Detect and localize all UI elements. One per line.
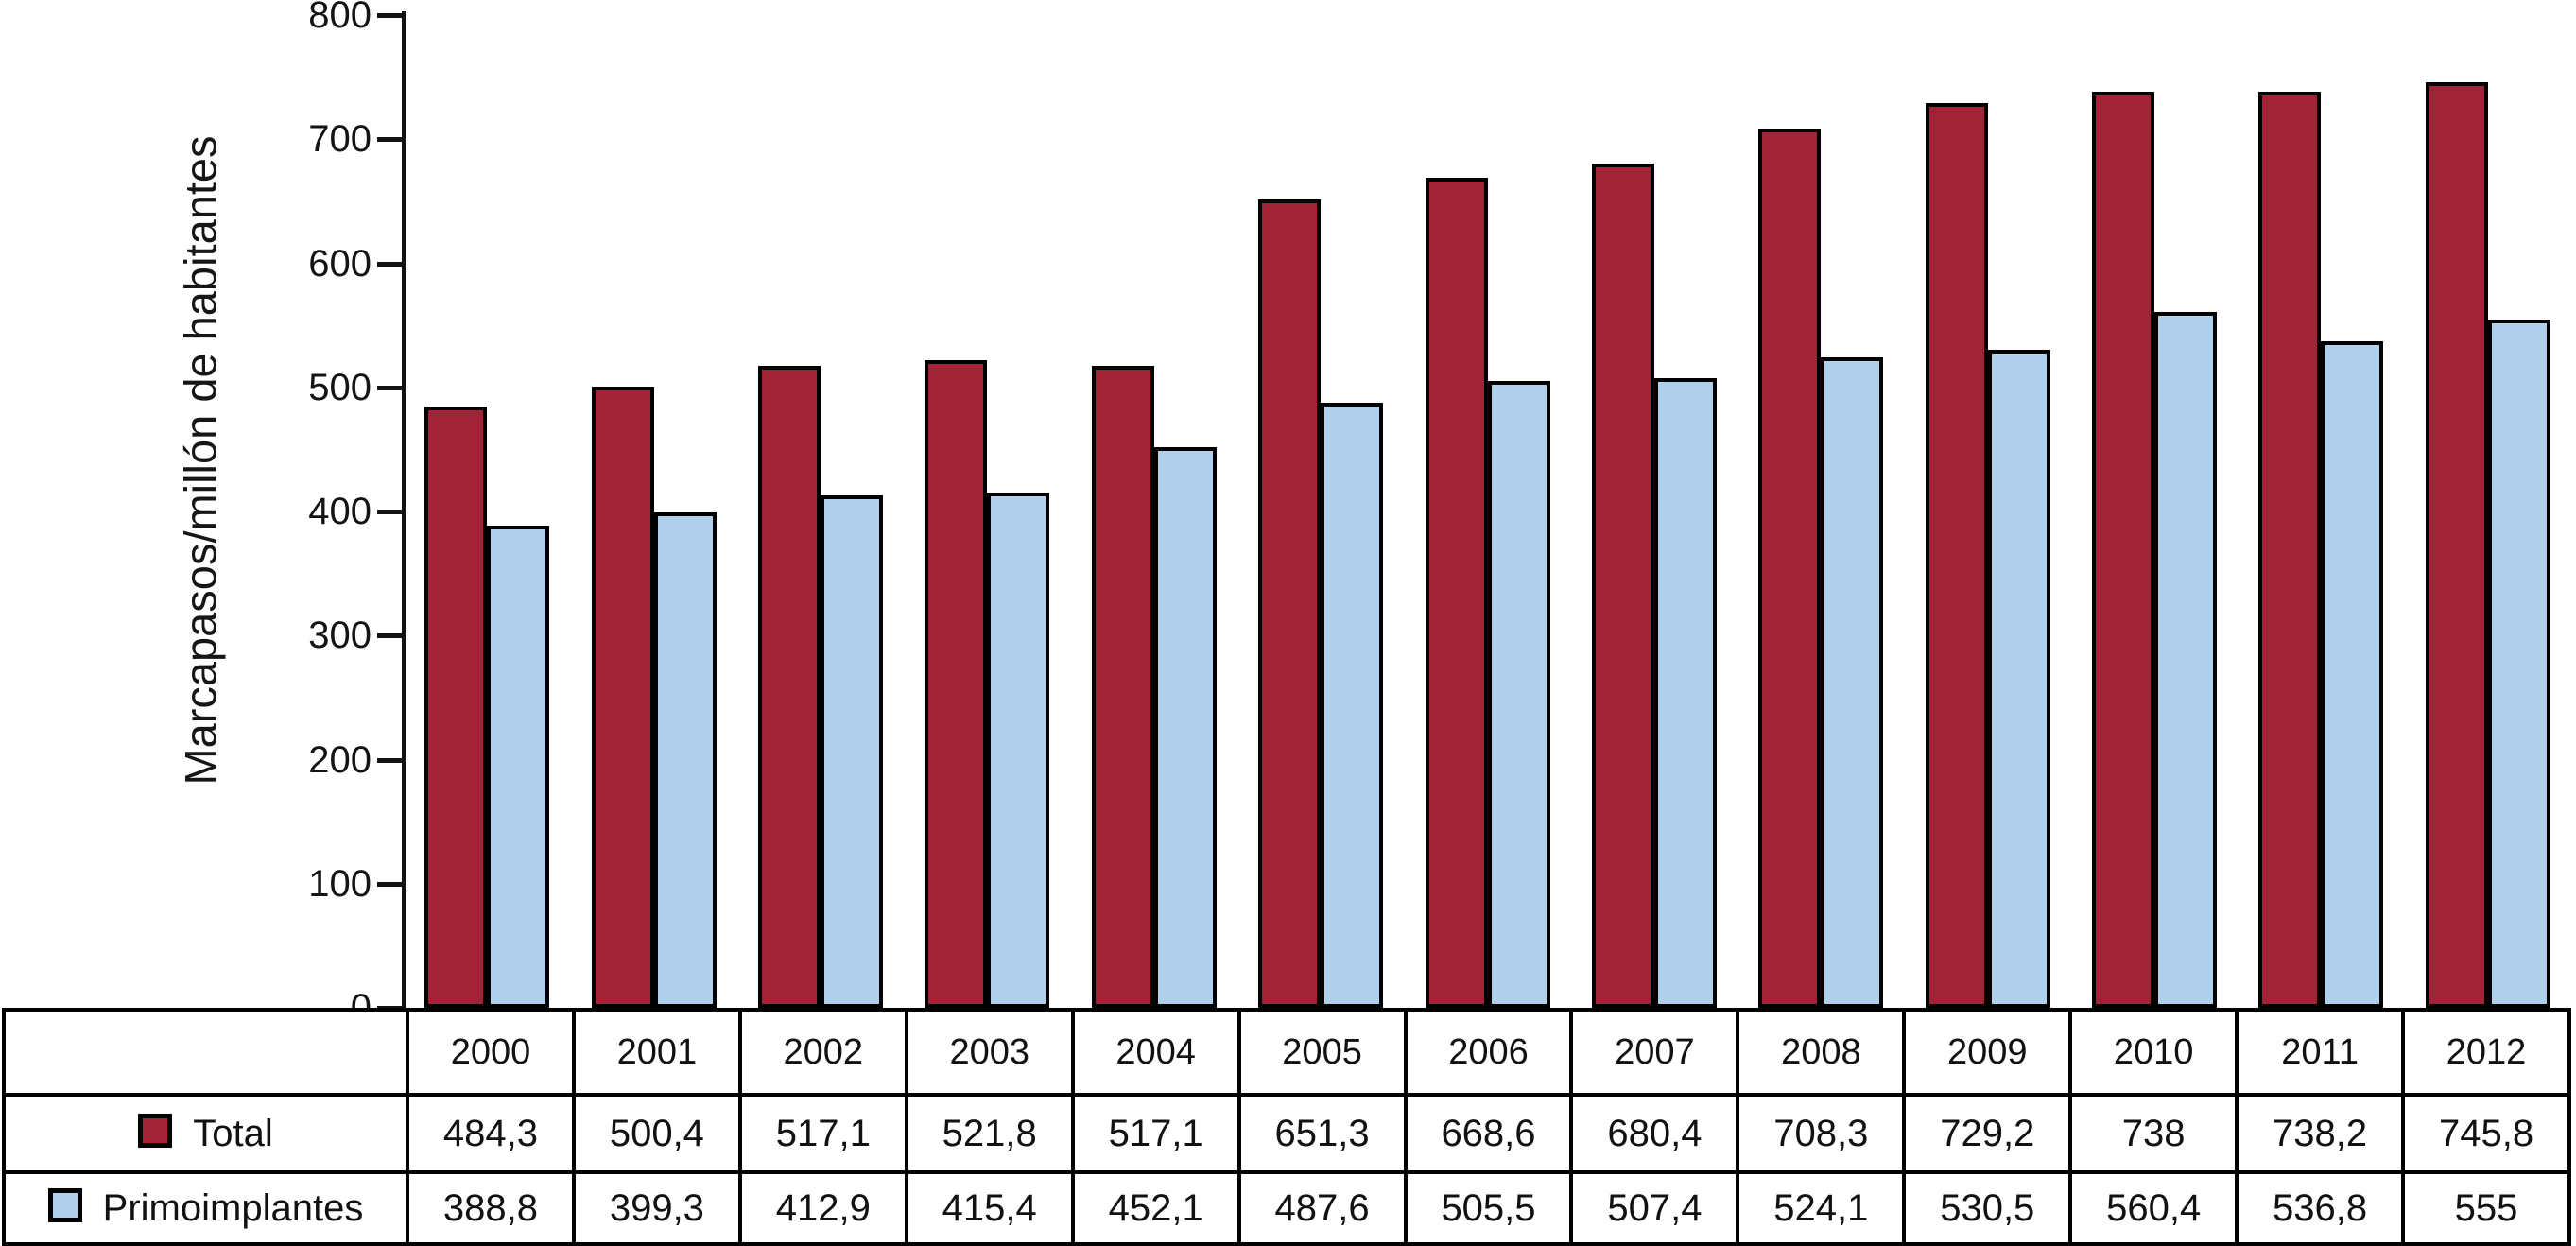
value-cell-primoimplantes-2003: 415,4 (904, 1170, 1075, 1246)
year-header-row: 2000 2001 2002 2003 2004 2005 2006 2007 2008 2009… (2, 1008, 2571, 1097)
y-tick-mark-100 (377, 881, 406, 887)
year-cell-2012: 2012 (2401, 1008, 2571, 1097)
y-tick-mark-800 (377, 13, 406, 18)
y-tick-mark-500 (377, 385, 406, 390)
legend-label-primoimplantes: Primoimplantes (102, 1186, 364, 1229)
y-tick-label-600: 600 (308, 242, 372, 285)
year-cell-2000: 2000 (406, 1008, 576, 1097)
bar-total-2006 (1425, 178, 1488, 1008)
value-cell-primoimplantes-2004: 452,1 (1070, 1170, 1241, 1246)
value-cell-primoimplantes-2012: 555 (2401, 1170, 2571, 1246)
y-tick-label-700: 700 (308, 118, 372, 161)
value-cell-total-2004: 517,1 (1070, 1093, 1241, 1174)
bar-total-2007 (1591, 163, 1654, 1008)
value-cell-total-2008: 708,3 (1736, 1093, 1907, 1174)
value-cell-primoimplantes-2010: 560,4 (2068, 1170, 2239, 1246)
table-corner-cell (2, 1008, 409, 1097)
legend-cell-primoimplantes: Primoimplantes (2, 1170, 409, 1246)
value-cell-total-2006: 668,6 (1403, 1093, 1574, 1174)
y-tick-mark-200 (377, 757, 406, 763)
data-table-body: 2000 2001 2002 2003 2004 2005 2006 2007 2008 2009… (2, 1008, 2571, 1246)
bar-total-2003 (925, 360, 988, 1008)
bar-total-2000 (424, 407, 488, 1008)
value-cell-primoimplantes-2011: 536,8 (2235, 1170, 2406, 1246)
y-tick-label-300: 300 (308, 614, 372, 657)
legend-swatch-total (138, 1113, 173, 1148)
value-cell-total-2009: 729,2 (1902, 1093, 2073, 1174)
bar-total-2009 (1925, 102, 1988, 1008)
year-cell-2001: 2001 (571, 1008, 742, 1097)
y-tick-label-400: 400 (308, 491, 372, 532)
bar-total-2008 (1758, 129, 1822, 1008)
year-cell-2006: 2006 (1403, 1008, 1574, 1097)
year-cell-2004: 2004 (1070, 1008, 1241, 1097)
value-cell-total-2010: 738 (2068, 1093, 2239, 1174)
bar-primoimplantes-2011 (2321, 341, 2384, 1008)
value-row-total: Total 484,3 500,4 517,1 521,8 517,1 651,3 668,6… (2, 1093, 2571, 1174)
y-tick-label-500: 500 (308, 366, 372, 408)
value-cell-primoimplantes-2005: 487,6 (1236, 1170, 1408, 1246)
bar-primoimplantes-2001 (653, 511, 717, 1008)
bar-total-2010 (2092, 92, 2155, 1008)
bar-total-2011 (2258, 92, 2322, 1008)
value-cell-total-2012: 745,8 (2401, 1093, 2571, 1174)
year-cell-2003: 2003 (904, 1008, 1075, 1097)
value-cell-total-2011: 738,2 (2235, 1093, 2406, 1174)
y-tick-mark-400 (377, 510, 406, 514)
legend-label-total: Total (193, 1112, 273, 1154)
value-cell-primoimplantes-2009: 530,5 (1902, 1170, 2073, 1246)
year-cell-2011: 2011 (2235, 1008, 2406, 1097)
year-cell-2005: 2005 (1236, 1008, 1408, 1097)
bar-total-2004 (1091, 366, 1154, 1008)
y-tick-label-800: 800 (308, 0, 372, 36)
legend-cell-total: Total (2, 1093, 409, 1174)
value-cell-primoimplantes-2000: 388,8 (406, 1170, 576, 1246)
value-cell-primoimplantes-2001: 399,3 (571, 1170, 742, 1246)
value-cell-primoimplantes-2002: 412,9 (737, 1170, 908, 1246)
bar-primoimplantes-2012 (2487, 319, 2550, 1008)
value-cell-primoimplantes-2008: 524,1 (1736, 1170, 1907, 1246)
year-cell-2010: 2010 (2068, 1008, 2239, 1097)
bar-primoimplantes-2005 (1321, 403, 1384, 1008)
value-cell-total-2002: 517,1 (737, 1093, 908, 1174)
year-cell-2009: 2009 (1902, 1008, 2073, 1097)
bar-total-2001 (591, 387, 654, 1008)
bar-primoimplantes-2003 (987, 492, 1050, 1008)
year-cell-2002: 2002 (737, 1008, 908, 1097)
bar-primoimplantes-2002 (820, 495, 883, 1008)
value-cell-total-2005: 651,3 (1236, 1093, 1408, 1174)
y-tick-mark-700 (377, 137, 406, 143)
value-cell-primoimplantes-2006: 505,5 (1403, 1170, 1574, 1246)
y-tick-mark-600 (377, 261, 406, 267)
y-tick-mark-0 (377, 1006, 406, 1011)
year-cell-2008: 2008 (1736, 1008, 1907, 1097)
bar-primoimplantes-2007 (1653, 378, 1717, 1008)
value-cell-total-2007: 680,4 (1569, 1093, 1740, 1174)
y-tick-label-200: 200 (308, 738, 372, 781)
bar-primoimplantes-2010 (2154, 312, 2218, 1008)
bar-total-2012 (2425, 82, 2488, 1008)
bar-total-2005 (1258, 199, 1322, 1008)
value-row-primoimplantes: Primoimplantes 388,8 399,3 412,9 415,4 452,1 4… (2, 1170, 2571, 1246)
bar-primoimplantes-2006 (1487, 380, 1550, 1008)
y-tick-mark-300 (377, 633, 406, 639)
y-tick-label-100: 100 (308, 862, 372, 905)
year-cell-2007: 2007 (1569, 1008, 1740, 1097)
legend-swatch-primoimplantes (47, 1187, 82, 1222)
bar-primoimplantes-2000 (487, 525, 550, 1008)
y-axis-title: Marcapasos/millón de habitantes (175, 135, 226, 786)
value-cell-total-2003: 521,8 (904, 1093, 1075, 1174)
bar-total-2002 (757, 366, 821, 1008)
value-cell-total-2001: 500,4 (571, 1093, 742, 1174)
bar-primoimplantes-2004 (1153, 446, 1217, 1008)
bar-primoimplantes-2009 (1987, 349, 2050, 1008)
value-cell-primoimplantes-2007: 507,4 (1569, 1170, 1740, 1246)
bar-primoimplantes-2008 (1821, 357, 1884, 1008)
value-cell-total-2000: 484,3 (406, 1093, 576, 1174)
data-table: 2000 2001 2002 2003 2004 2005 2006 2007 2008 2009… (2, 1008, 2571, 1246)
